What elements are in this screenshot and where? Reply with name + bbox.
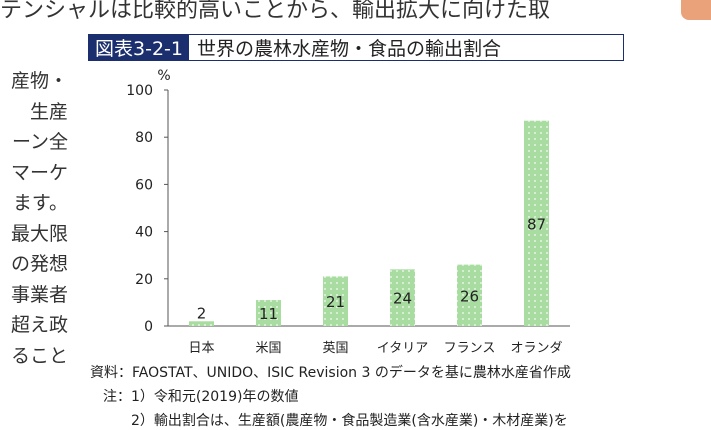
figure-note-1: 注：1）令和元(2019)年の数値 — [103, 389, 299, 405]
figure-title: 世界の農林水産物・食品の輸出割合 — [196, 38, 501, 60]
y-tick-label: 40 — [135, 225, 153, 241]
x-tick-label: 英国 — [322, 341, 348, 356]
bar-value-label: 11 — [259, 305, 278, 323]
figure-note-2: 2）輸出割合は、生産額(農産物・食品製造業(含水産業)・木材産業)を — [131, 413, 568, 429]
x-tick-label: 米国 — [255, 341, 281, 356]
bar-texture — [524, 120, 549, 327]
body-text-line: 生産 — [29, 100, 68, 123]
figure-header: 図表3-2-1 世界の農林水産物・食品の輸出割合 — [88, 34, 624, 61]
bar-texture — [390, 269, 415, 326]
y-axis-unit-label: % — [157, 68, 170, 84]
y-tick-label: 20 — [135, 272, 153, 288]
chapter-tab-marker — [681, 0, 711, 20]
y-tick-label: 100 — [126, 83, 153, 99]
body-text-line: 最大限 — [10, 222, 68, 245]
y-tick-label: 0 — [144, 319, 153, 335]
body-text-line: 産物・ — [10, 70, 68, 92]
x-tick-label: オランダ — [510, 341, 562, 356]
bar-value-label: 24 — [393, 290, 412, 308]
bar-value-label: 21 — [326, 293, 345, 311]
x-tick-label: 日本 — [188, 341, 214, 356]
bar-value-label: 87 — [527, 215, 546, 233]
body-text-left-column: 産物・ 生産 ーン全 マーケ ます。 最大限 の発想 事業者 超え政 ること — [0, 66, 68, 371]
figure-number: 図表3-2-1 — [89, 35, 189, 60]
y-tick-label: 60 — [135, 177, 153, 193]
bar-texture — [457, 264, 482, 326]
bar-value-label: 26 — [460, 287, 479, 305]
y-tick-label: 80 — [135, 130, 153, 146]
body-text-top-line: テンシャルは比較的高いことから、輸出拡大に向けた取 — [0, 0, 551, 23]
bar-chart-svg: 0 20 40 60 80 100% 2 日本 11 米国 21 英国 24 イタリア 26 フランス 87 オラ… — [126, 68, 570, 356]
body-text-line: 超え政 — [10, 314, 68, 336]
bar-texture — [256, 300, 281, 326]
figure-source: 資料：FAOSTAT、UNIDO、ISIC Revision 3 のデータを基に… — [90, 365, 571, 381]
bar-value-label: 2 — [197, 304, 207, 322]
x-tick-label: フランス — [444, 341, 496, 356]
bar-texture — [189, 321, 214, 326]
body-text-line: の発想 — [10, 253, 68, 275]
body-text-line: ます。 — [12, 192, 68, 214]
body-text-line: ること — [10, 344, 68, 367]
bar-texture — [323, 276, 348, 326]
bar-chart: 0 20 40 60 80 100% 2 日本 11 米国 21 英国 24 イタリア 26 フランス 87 オラ… — [100, 64, 600, 364]
body-text-line: ーン全 — [11, 131, 68, 153]
x-tick-label: イタリア — [377, 341, 428, 356]
body-text-line: マーケ — [10, 161, 68, 184]
body-text-line: 事業者 — [10, 283, 68, 306]
